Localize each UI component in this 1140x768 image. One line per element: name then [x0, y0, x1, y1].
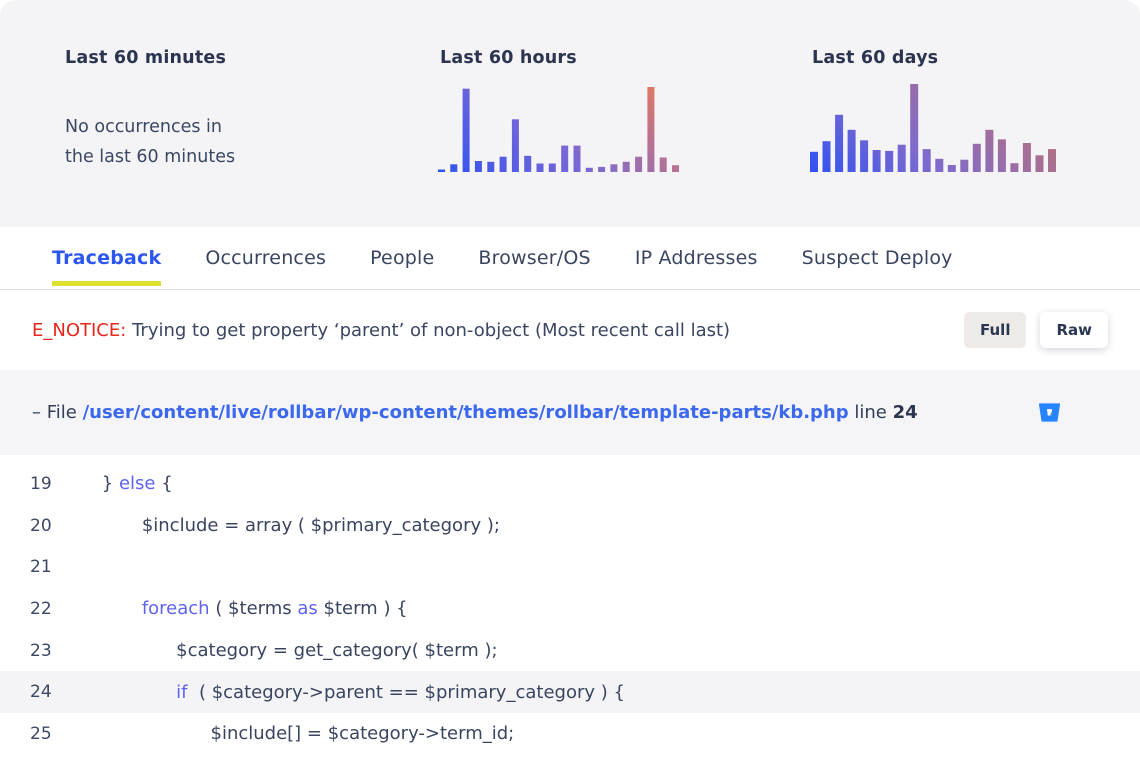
bar	[822, 141, 831, 172]
stack-frame-text: – File /user/content/live/rollbar/wp-con…	[32, 402, 918, 423]
code-line-25: 25 $include[] = $category->term_id;	[0, 713, 1140, 755]
line-number: 23	[30, 640, 52, 661]
file-path-link[interactable]: /user/content/live/rollbar/wp-content/th…	[82, 402, 849, 423]
bar	[960, 159, 969, 172]
last-60-hours-bar-chart	[438, 87, 679, 172]
bar	[860, 140, 869, 172]
line-number: 22	[30, 598, 52, 619]
bar	[835, 114, 844, 172]
last-60-minutes-title: Last 60 minutes	[65, 48, 227, 68]
bar	[1048, 149, 1056, 172]
line-number-value: 24	[892, 402, 918, 423]
code-text: $include[] = $category->term_id;	[56, 723, 515, 745]
line-label: line	[854, 402, 887, 423]
bar	[487, 161, 495, 172]
bar	[659, 157, 667, 172]
no-occurrences-text: No occurrences in the last 60 minutes	[65, 112, 235, 172]
error-level: E_NOTICE:	[32, 319, 127, 341]
error-message-text: Trying to get property ‘parent’ of non-o…	[132, 319, 731, 341]
code-line-21: 21	[0, 546, 1140, 588]
bar	[524, 155, 532, 172]
bar	[1010, 163, 1019, 172]
stack-frame-row: – File /user/content/live/rollbar/wp-con…	[0, 370, 1140, 455]
error-message: E_NOTICE: Trying to get property ‘parent…	[32, 320, 730, 341]
bar	[672, 165, 679, 172]
tab-browser-os[interactable]: Browser/OS	[478, 227, 590, 289]
raw-button[interactable]: Raw	[1040, 312, 1108, 348]
code-line-19: 19 } else {	[0, 463, 1140, 505]
tab-people[interactable]: People	[370, 227, 434, 289]
bar	[635, 156, 643, 172]
bar	[897, 144, 906, 172]
bar	[598, 166, 606, 172]
bar	[536, 163, 544, 172]
bar	[573, 145, 581, 172]
bar	[910, 84, 919, 172]
bar	[438, 169, 445, 172]
bar	[450, 164, 458, 172]
last-60-days-title: Last 60 days	[812, 48, 939, 68]
bar	[810, 151, 818, 172]
open-in-bitbucket-button[interactable]	[1037, 400, 1062, 425]
code-text: } else {	[56, 473, 173, 495]
bar	[462, 88, 470, 172]
line-number: 25	[30, 723, 52, 744]
bar	[972, 143, 981, 172]
tab-bar: Traceback Occurrences People Browser/OS IP A…	[0, 227, 1140, 290]
trace-view-toggle: Full Raw	[964, 312, 1108, 348]
tab-suspect-deploy[interactable]: Suspect Deploy	[802, 227, 953, 289]
code-line-23: 23 $category = get_category( $term );	[0, 630, 1140, 672]
code-view: 19 } else {20 $include = array ( $primar…	[0, 455, 1140, 755]
code-text: foreach ( $terms as $term ) {	[141, 598, 408, 620]
code-text: if ( $category->parent == $primary_categ…	[176, 681, 625, 703]
bar	[474, 161, 482, 172]
bar	[947, 165, 956, 172]
code-line-24: 24 if ( $category->parent == $primary_ca…	[0, 671, 1140, 714]
bar	[872, 150, 881, 172]
tab-occurrences[interactable]: Occurrences	[205, 227, 326, 289]
bar	[511, 119, 519, 172]
line-number: 24	[30, 682, 52, 703]
last-60-hours-title: Last 60 hours	[440, 48, 577, 68]
code-line-20: 20 $include = array ( $primary_category …	[0, 505, 1140, 547]
bar	[985, 129, 994, 172]
no-occurrences-line2: the last 60 minutes	[65, 147, 236, 167]
bar	[499, 156, 507, 172]
tab-traceback[interactable]: Traceback	[52, 227, 162, 289]
code-text: $include = array ( $primary_category );	[56, 515, 500, 537]
full-button[interactable]: Full	[964, 312, 1027, 348]
bar	[1035, 155, 1044, 172]
tab-ip-addresses[interactable]: IP Addresses	[635, 227, 758, 289]
bar	[1022, 143, 1031, 172]
error-header-row: E_NOTICE: Trying to get property ‘parent…	[0, 290, 1140, 370]
bar	[847, 129, 856, 172]
bar	[622, 161, 630, 172]
bar	[922, 149, 931, 172]
bar	[997, 139, 1006, 172]
bar	[885, 150, 894, 172]
bar	[610, 164, 618, 172]
bar	[548, 163, 556, 172]
line-number: 21	[30, 557, 52, 578]
bar	[647, 87, 655, 172]
bar	[585, 167, 593, 172]
no-occurrences-line1: No occurrences in	[65, 117, 222, 137]
line-number: 20	[30, 515, 52, 536]
bar	[561, 145, 569, 172]
code-text: $category = get_category( $term );	[56, 640, 498, 662]
bitbucket-icon	[1037, 400, 1062, 425]
last-60-days-bar-chart	[810, 84, 1056, 172]
file-prefix: – File	[32, 402, 77, 423]
code-line-22: 22 foreach ( $terms as $term ) {	[0, 588, 1140, 630]
line-number: 19	[30, 473, 52, 494]
bar	[935, 158, 944, 172]
occurrence-summary-panel: Last 60 minutes No occurrences in the las…	[0, 0, 1140, 227]
